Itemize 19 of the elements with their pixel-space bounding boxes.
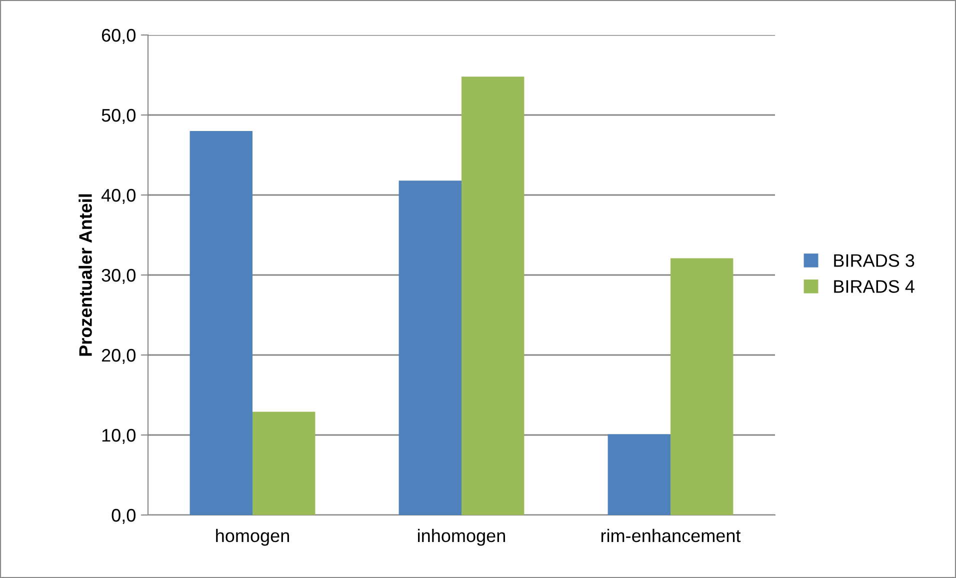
y-axis-title: Prozentualer Anteil xyxy=(78,194,92,356)
bar xyxy=(252,412,316,515)
y-tick-label: 0,0 xyxy=(112,508,136,524)
x-tick-label: rim-enhancement xyxy=(601,528,741,542)
bar xyxy=(670,258,734,515)
bar xyxy=(462,76,524,515)
y-tick-label: 50,0 xyxy=(102,108,136,124)
bar xyxy=(190,131,252,515)
legend-label: BIRADS 3 xyxy=(834,254,914,267)
x-tick-label: homogen xyxy=(216,528,289,546)
y-tick-label: 40,0 xyxy=(101,188,136,204)
y-tick-label: 10,0 xyxy=(102,428,136,444)
bar xyxy=(398,180,462,515)
x-tick-label: inhomogen xyxy=(418,528,506,546)
legend-label: BIRADS 4 xyxy=(834,280,914,293)
bar xyxy=(608,434,670,515)
y-tick-label: 60,0 xyxy=(102,28,136,44)
y-tick-label: 30,0 xyxy=(102,268,136,284)
y-tick-label: 20,0 xyxy=(102,348,136,364)
